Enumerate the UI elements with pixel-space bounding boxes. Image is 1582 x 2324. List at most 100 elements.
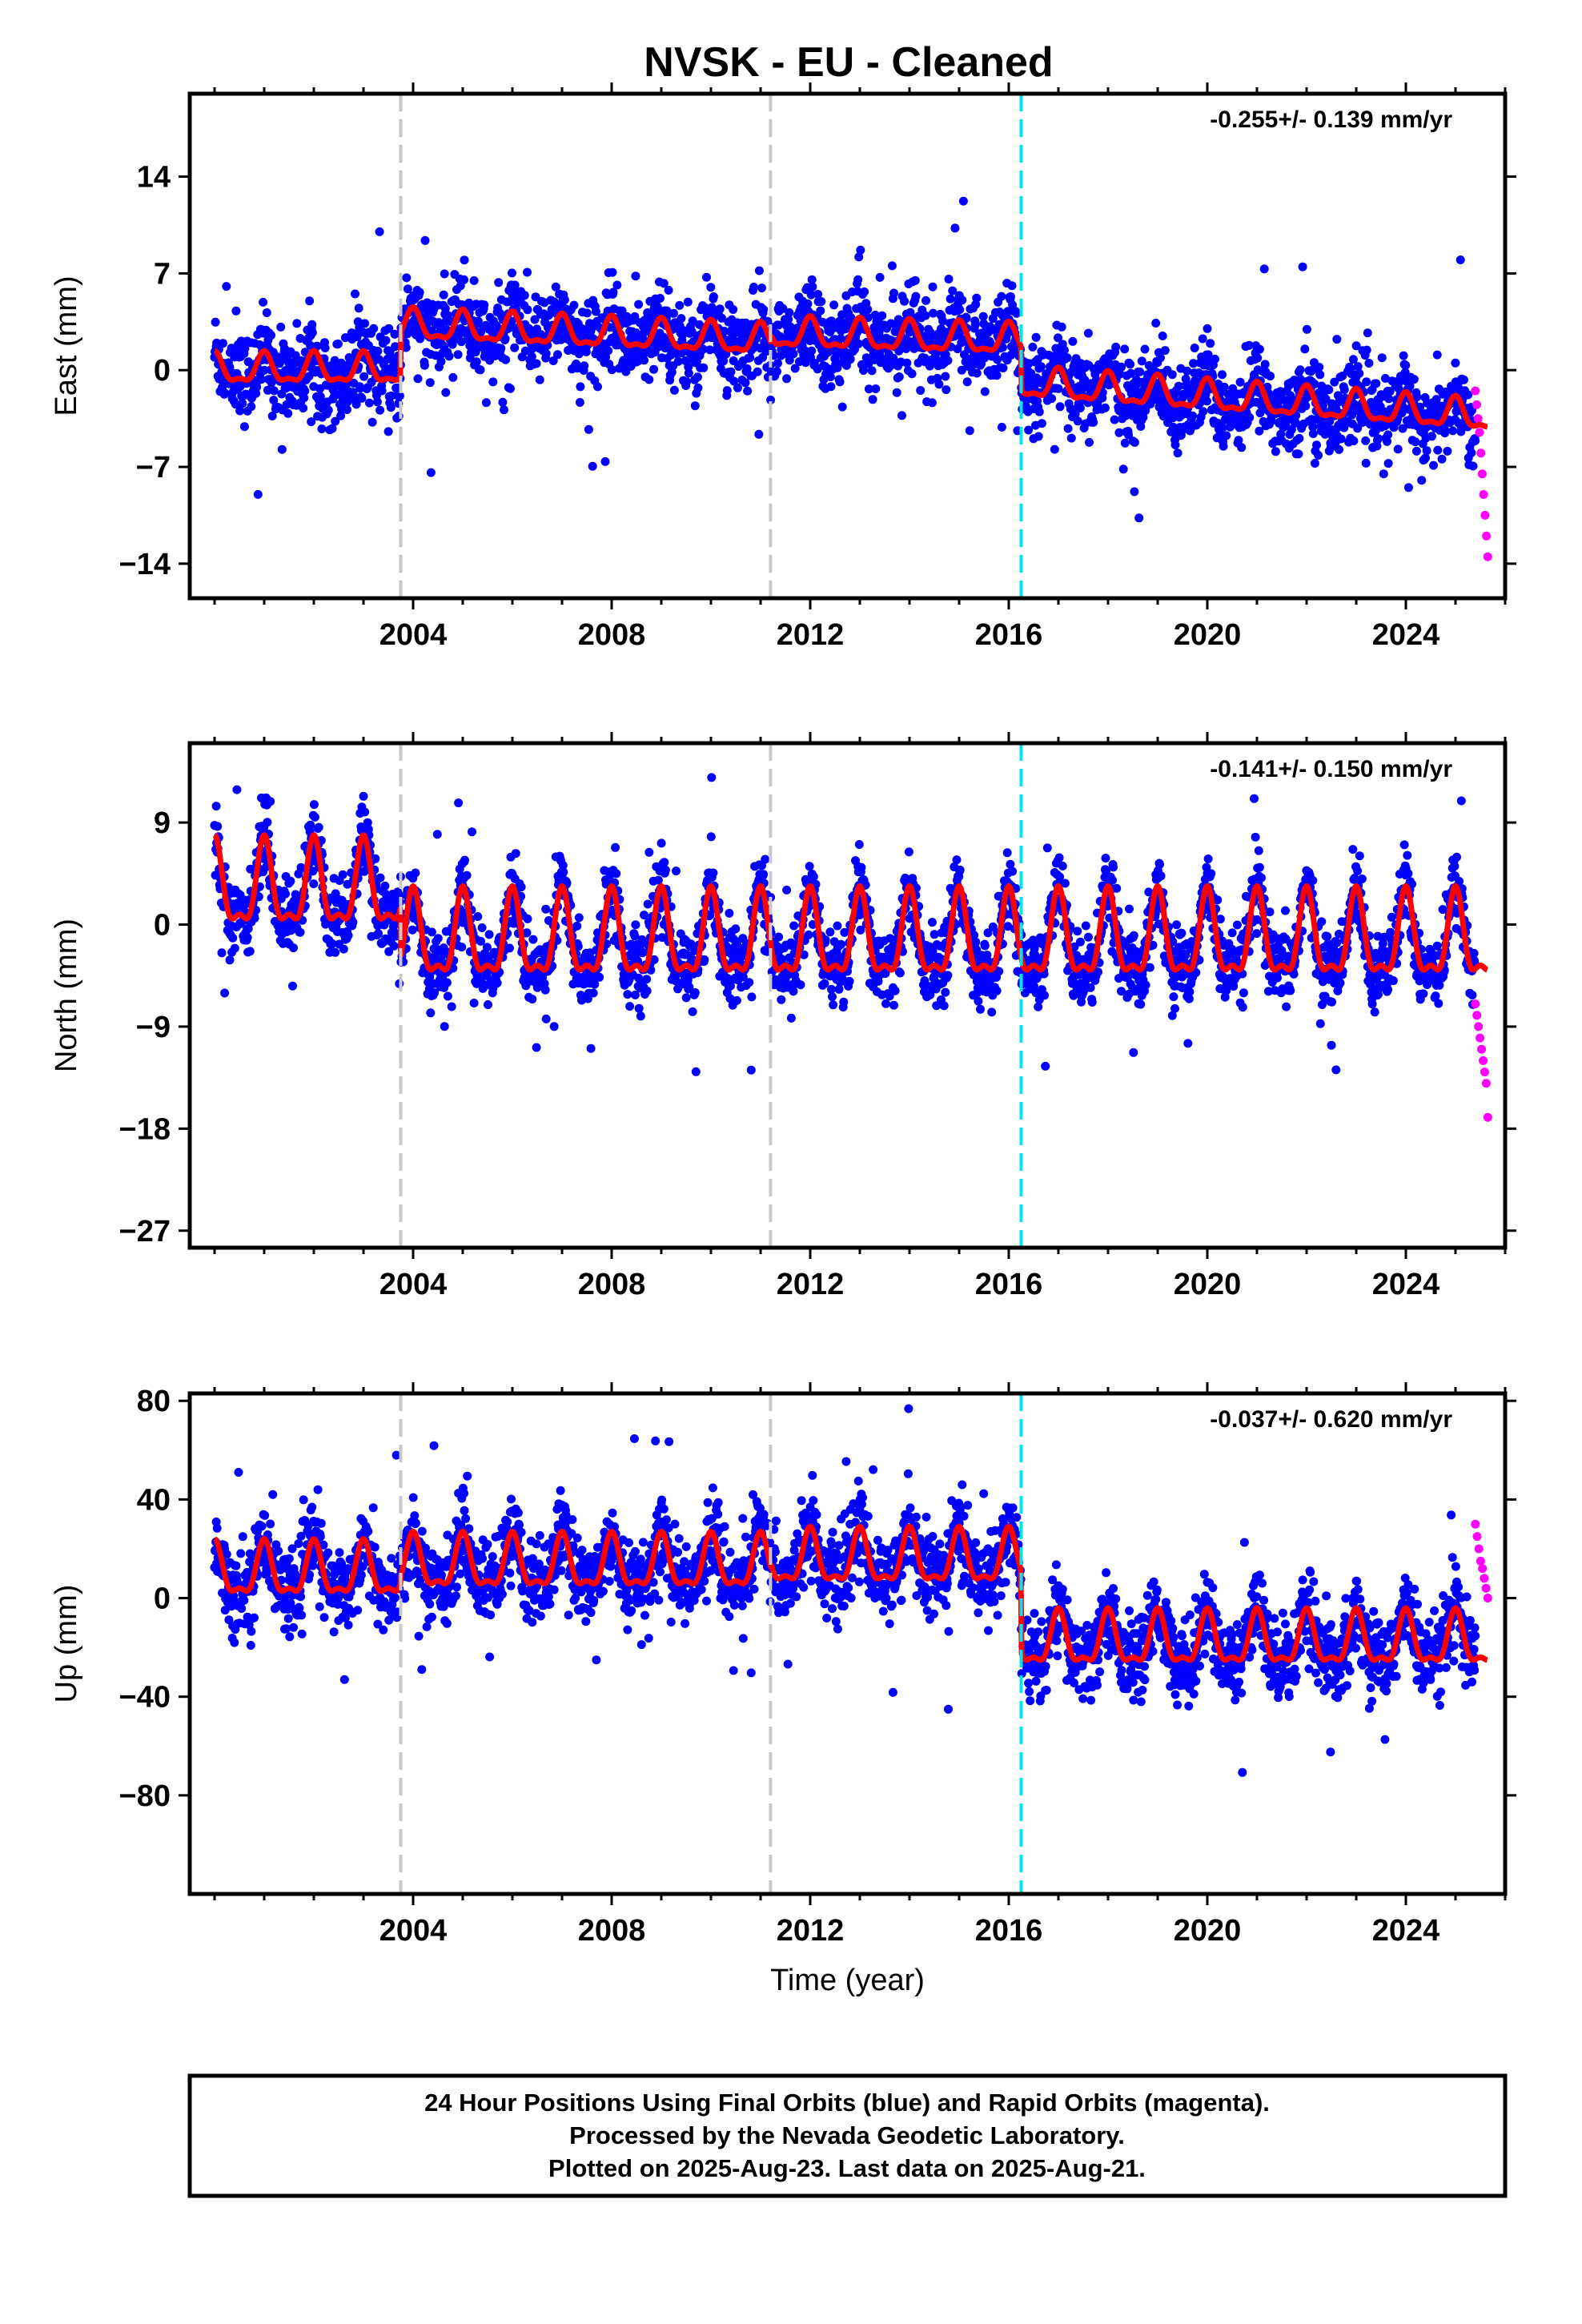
final-orbit-point	[500, 405, 508, 415]
final-orbit-point	[706, 832, 716, 842]
velocity-rate-label: -0.255+/- 0.139 mm/yr	[1210, 107, 1452, 133]
final-orbit-point	[527, 352, 536, 361]
final-orbit-point	[741, 378, 750, 388]
final-orbit-point	[292, 319, 302, 328]
final-orbit-point	[1188, 411, 1198, 420]
final-orbit-point	[684, 368, 693, 378]
final-orbit-point	[943, 356, 953, 365]
final-orbit-point	[228, 933, 238, 943]
final-orbit-point	[1158, 332, 1167, 340]
final-orbit-point	[980, 941, 990, 951]
final-orbit-point	[649, 364, 659, 374]
final-orbit-point	[860, 287, 869, 296]
final-orbit-point	[774, 320, 784, 330]
final-orbit-point	[480, 300, 489, 310]
final-orbit-point	[310, 812, 319, 822]
final-orbit-point	[426, 468, 436, 477]
final-orbit-point	[753, 367, 762, 376]
final-orbit-point	[1315, 370, 1325, 380]
final-orbit-point	[231, 306, 241, 316]
final-orbit-point	[1393, 444, 1403, 454]
final-orbit-point	[277, 444, 287, 454]
final-orbit-point	[315, 392, 325, 401]
final-orbit-point	[636, 1011, 645, 1021]
final-orbit-point	[307, 320, 317, 329]
final-orbit-point	[656, 838, 666, 848]
final-orbit-point	[774, 932, 784, 942]
final-orbit-point	[340, 333, 350, 343]
final-orbit-point	[492, 979, 502, 987]
final-orbit-point	[644, 847, 654, 857]
final-orbit-point	[644, 375, 654, 384]
final-orbit-point	[460, 255, 469, 265]
final-orbit-point	[837, 939, 846, 949]
final-orbit-point	[586, 1043, 596, 1053]
final-orbit-point	[339, 944, 348, 954]
final-orbit-point	[488, 377, 498, 387]
final-orbit-point	[317, 424, 327, 433]
final-orbit-point	[875, 272, 885, 282]
final-orbit-point	[1055, 402, 1065, 412]
final-orbit-point	[1409, 375, 1419, 384]
final-orbit-point	[612, 869, 621, 879]
final-orbit-point	[892, 388, 901, 397]
final-orbit-point	[306, 820, 315, 830]
final-orbit-point	[1057, 322, 1066, 332]
final-orbit-point	[1467, 448, 1476, 457]
final-orbit-point	[690, 988, 700, 997]
final-orbit-point	[1383, 430, 1393, 440]
final-orbit-point	[976, 1004, 985, 1014]
final-orbit-point	[432, 830, 442, 839]
final-orbit-point	[222, 282, 231, 292]
final-orbit-point	[709, 292, 718, 301]
final-orbit-point	[1219, 382, 1229, 392]
final-orbit-point	[921, 311, 930, 320]
final-orbit-point	[731, 924, 741, 934]
x-tick-label: 2024	[1372, 618, 1440, 652]
final-orbit-point	[484, 930, 494, 939]
final-orbit-point	[863, 304, 873, 314]
final-orbit-point	[457, 943, 467, 952]
final-orbit-point	[805, 862, 814, 871]
final-orbit-point	[231, 400, 240, 409]
final-orbit-point	[456, 337, 466, 347]
final-orbit-point	[911, 292, 921, 301]
x-tick-label: 2008	[578, 618, 646, 652]
final-orbit-point	[1451, 358, 1460, 368]
final-orbit-point	[1111, 342, 1121, 352]
final-orbit-point	[659, 279, 669, 288]
final-orbit-point	[705, 345, 715, 355]
final-orbit-point	[1339, 385, 1349, 395]
final-orbit-point	[351, 289, 359, 299]
final-orbit-point	[993, 355, 1002, 364]
final-orbit-point	[443, 991, 452, 1001]
final-orbit-point	[854, 252, 864, 262]
final-orbit-point	[754, 266, 764, 275]
final-orbit-point	[323, 405, 333, 415]
final-orbit-point	[643, 899, 652, 909]
final-orbit-point	[943, 971, 953, 980]
final-orbit-point	[1173, 448, 1182, 458]
final-orbit-point	[677, 314, 686, 324]
final-orbit-point	[1203, 396, 1211, 406]
final-orbit-point	[759, 304, 769, 314]
rapid-orbit-point	[1473, 414, 1483, 424]
final-orbit-point	[600, 456, 610, 466]
final-orbit-point	[652, 302, 662, 312]
final-orbit-point	[955, 305, 965, 315]
final-orbit-point	[309, 879, 319, 889]
y-tick-label: 14	[137, 161, 171, 195]
final-orbit-point	[384, 324, 394, 333]
final-orbit-point	[942, 385, 951, 395]
final-orbit-point	[754, 429, 764, 439]
final-orbit-point	[427, 927, 436, 937]
final-orbit-point	[391, 342, 400, 352]
final-orbit-point	[761, 854, 770, 864]
final-orbit-point	[997, 292, 1006, 301]
final-orbit-point	[1120, 438, 1130, 448]
final-orbit-point	[1417, 476, 1427, 485]
final-orbit-point	[415, 287, 424, 297]
final-orbit-point	[541, 904, 551, 914]
final-orbit-point	[809, 872, 818, 882]
final-orbit-point	[462, 870, 472, 880]
